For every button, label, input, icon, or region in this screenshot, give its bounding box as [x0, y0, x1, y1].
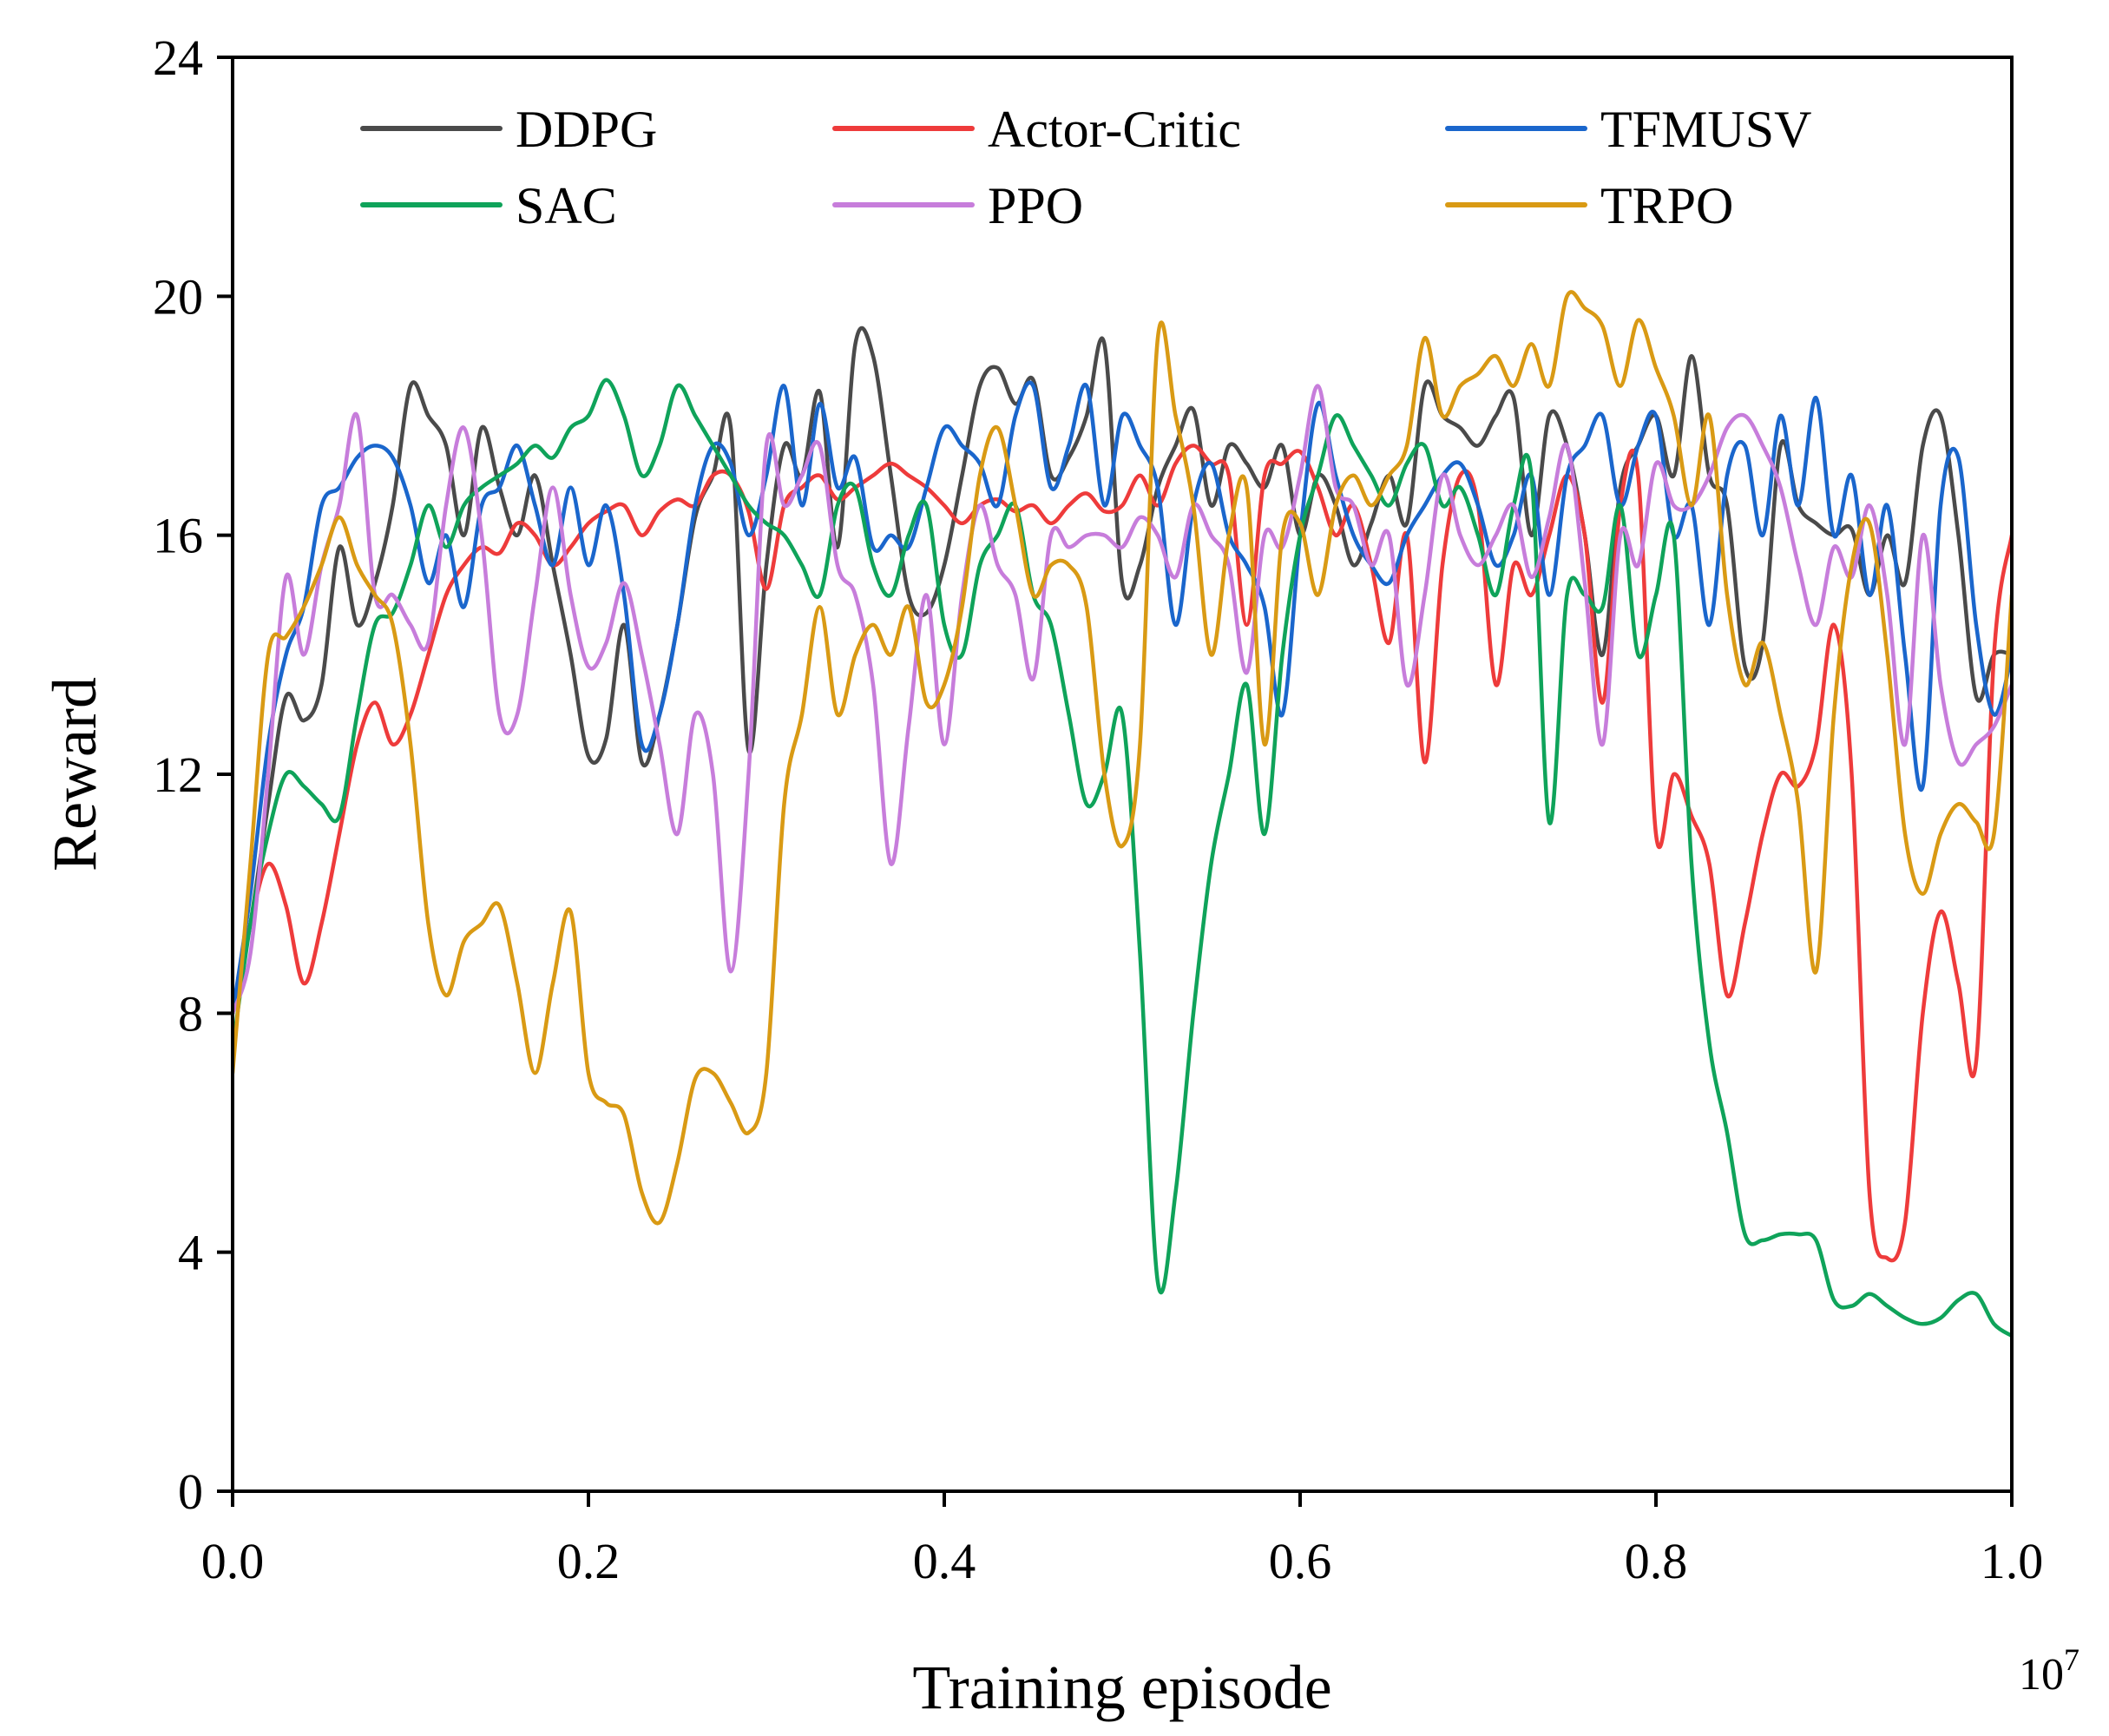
legend-label-actor-critic: Actor-Critic: [988, 101, 1241, 158]
x-tick-label: 0.4: [913, 1533, 976, 1589]
x-tick-label: 0.8: [1625, 1533, 1688, 1589]
legend-label-sac: SAC: [516, 177, 617, 234]
x-multiplier-exponent: 7: [2064, 1642, 2079, 1677]
x-tick-label: 0.2: [557, 1533, 621, 1589]
x-axis-title: Training episode: [912, 1653, 1331, 1722]
y-tick-label: 16: [153, 508, 203, 564]
y-axis-title: Reward: [40, 677, 109, 871]
series-line-tfmusv: [233, 380, 2012, 1016]
y-tick-label: 20: [153, 268, 203, 325]
y-tick-label: 0: [178, 1463, 203, 1520]
series-line-sac: [233, 378, 2012, 1338]
y-tick-label: 4: [178, 1225, 203, 1281]
x-tick-label: 1.0: [1981, 1533, 2044, 1589]
tick-layer: 0.0 0.2 0.4 0.6 0.8 1.0 0 4 8 12 16 20 24: [153, 30, 2043, 1589]
series-line-actor-critic: [233, 444, 2012, 1263]
y-tick-label: 8: [178, 985, 203, 1042]
legend-label-ppo: PPO: [988, 177, 1083, 234]
y-tick-label: 12: [153, 746, 203, 803]
series-line-trpo: [233, 290, 2012, 1226]
legend-label-trpo: TRPO: [1600, 177, 1733, 234]
y-tick-label: 24: [153, 30, 203, 86]
legend-label-ddpg: DDPG: [516, 101, 657, 158]
x-tick-label: 0.0: [201, 1533, 265, 1589]
plot-frame: [231, 56, 2014, 1493]
series-layer: [233, 290, 2012, 1338]
x-axis-multiplier: 107: [2019, 1642, 2079, 1700]
legend-label-tfmusv: TFMUSV: [1600, 101, 1811, 158]
x-tick-label: 0.6: [1269, 1533, 1332, 1589]
x-multiplier-base: 10: [2019, 1650, 2064, 1700]
legend: DDPG Actor-Critic TFMUSV SAC PPO TRPO: [360, 101, 1811, 234]
